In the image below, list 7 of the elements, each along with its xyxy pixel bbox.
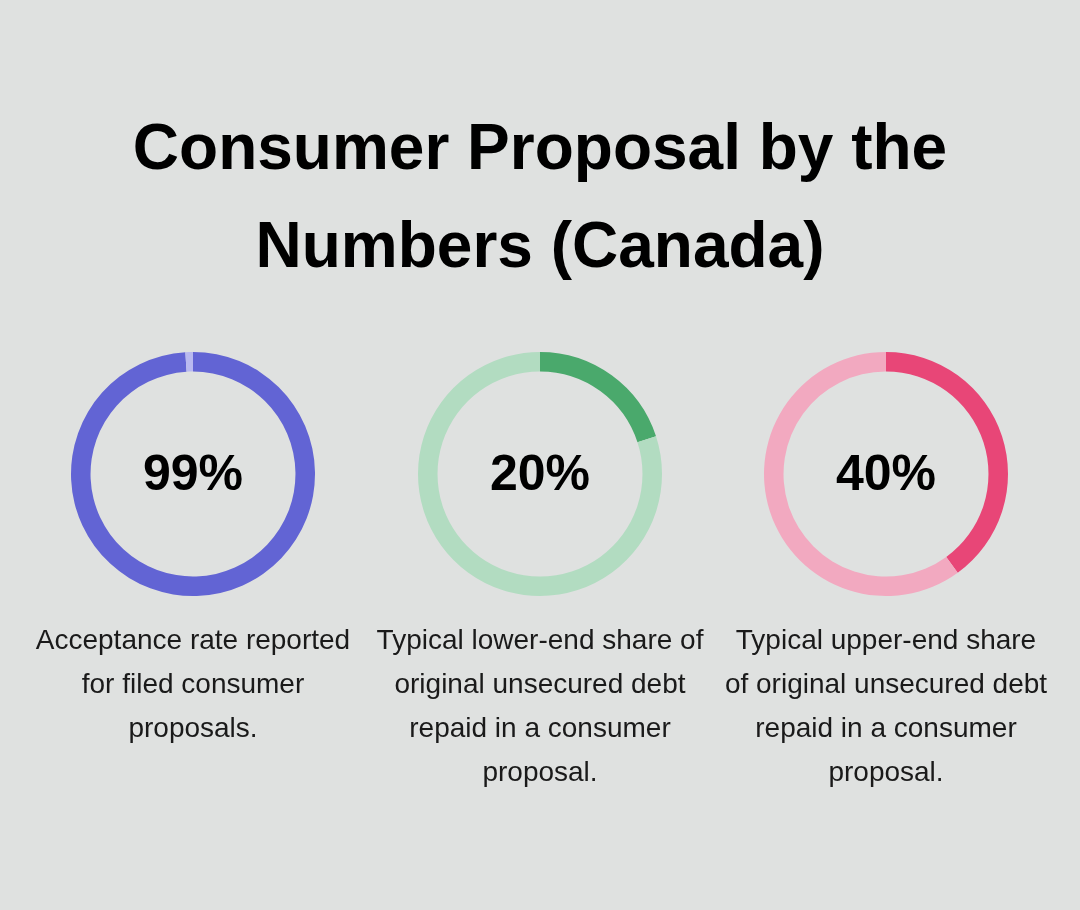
text: Acceptance rate reported for filed consumer proposals. [34,623,352,745]
data-label: 20% [489,444,591,501]
text: Typical lower-end share of original unsecured debt repaid in a consumer proposal. [375,623,705,789]
data-label: 99% [142,444,244,501]
text: Typical upper-end share of original unsecured debt repaid in a consumer proposal. [723,623,1049,789]
data-label: 40% [835,444,937,501]
text: Consumer Proposal by the Numbers (Canada) [131,110,949,283]
